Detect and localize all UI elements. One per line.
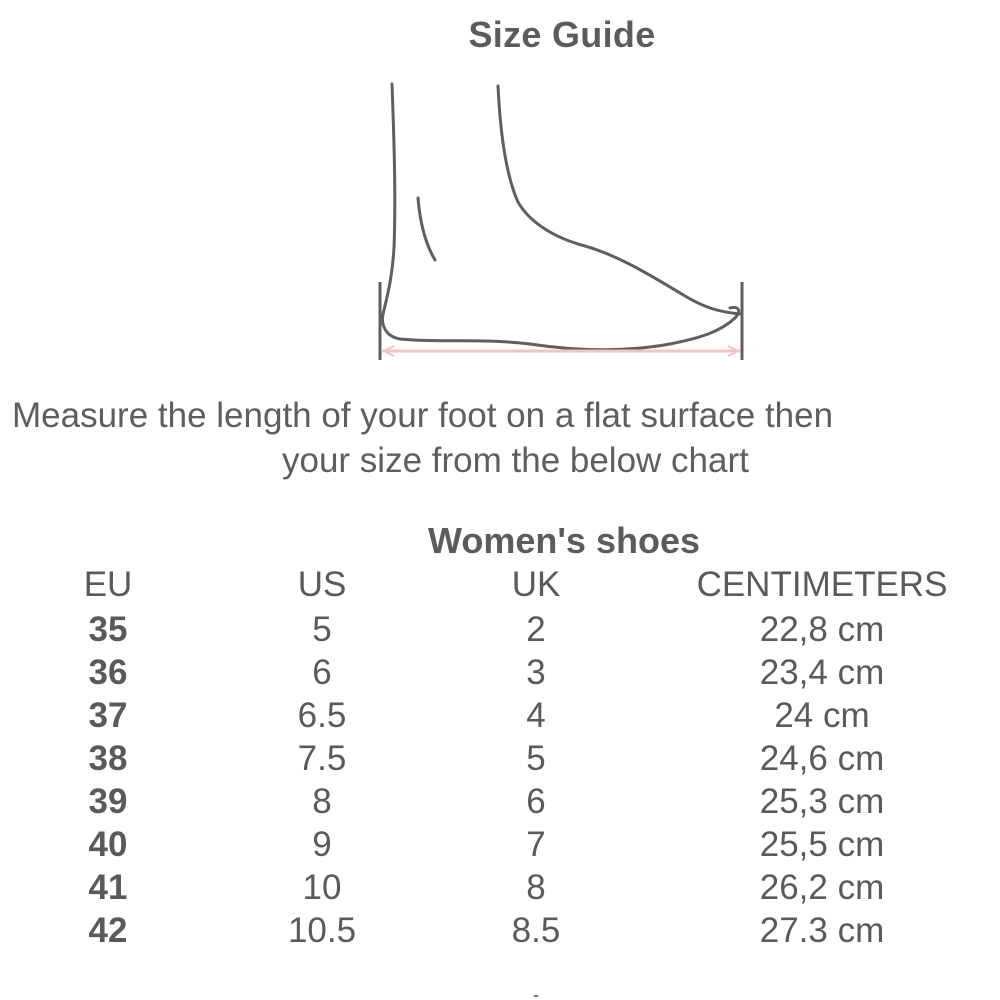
cell-us: 10.5 — [287, 911, 357, 950]
instruction-line-1: Measure the length of your foot on a fla… — [12, 396, 834, 435]
table-row: 39 8 6 25,3 cm — [0, 780, 1000, 823]
cell-uk: 8.5 — [511, 911, 561, 950]
column-header-centimeters: CENTIMETERS — [696, 565, 948, 604]
cell-uk: 8 — [526, 868, 546, 907]
table-row: 37 6.5 4 24 cm — [0, 694, 1000, 737]
cell-us: 8 — [312, 782, 332, 821]
cell-eu: 42 — [88, 911, 128, 950]
table-row: 38 7.5 5 24,6 cm — [0, 737, 1000, 780]
cell-us: 9 — [312, 825, 332, 864]
column-header-eu: EU — [83, 565, 133, 604]
table-row: 35 5 2 22,8 cm — [0, 608, 1000, 651]
cell-cm: 23,4 cm — [759, 653, 885, 692]
column-header-us: US — [297, 565, 347, 604]
foot-side-view-icon — [378, 82, 744, 360]
cell-uk: 6 — [526, 782, 546, 821]
cell-eu: 36 — [88, 653, 128, 692]
decorative-dot — [534, 995, 538, 997]
cell-cm: 25,5 cm — [759, 825, 885, 864]
table-row: 36 6 3 23,4 cm — [0, 651, 1000, 694]
section-title: Women's shoes — [428, 520, 700, 561]
cell-cm: 24 cm — [774, 696, 870, 735]
cell-uk: 7 — [526, 825, 546, 864]
size-table: EU US UK CENTIMETERS 35 5 2 22,8 cm 36 6… — [0, 562, 1000, 952]
cell-cm: 24,6 cm — [759, 739, 885, 778]
cell-eu: 41 — [88, 868, 128, 907]
instruction-line-2: your size from the below chart — [282, 441, 749, 480]
table-row: 40 9 7 25,5 cm — [0, 823, 1000, 866]
cell-eu: 38 — [88, 739, 128, 778]
cell-cm: 22,8 cm — [759, 610, 885, 649]
cell-eu: 39 — [88, 782, 128, 821]
cell-eu: 40 — [88, 825, 128, 864]
cell-us: 6 — [312, 653, 332, 692]
cell-eu: 37 — [88, 696, 128, 735]
cell-cm: 27.3 cm — [759, 911, 885, 950]
table-header-row: EU US UK CENTIMETERS — [0, 562, 1000, 608]
cell-uk: 2 — [526, 610, 546, 649]
table-row: 42 10.5 8.5 27.3 cm — [0, 909, 1000, 952]
cell-us: 10 — [302, 868, 342, 907]
cell-uk: 4 — [526, 696, 546, 735]
cell-cm: 26,2 cm — [759, 868, 885, 907]
cell-eu: 35 — [88, 610, 128, 649]
cell-uk: 5 — [526, 739, 546, 778]
cell-cm: 25,3 cm — [759, 782, 885, 821]
cell-us: 7.5 — [297, 739, 347, 778]
cell-us: 6.5 — [297, 696, 347, 735]
cell-us: 5 — [312, 610, 332, 649]
cell-uk: 3 — [526, 653, 546, 692]
page-title: Size Guide — [468, 14, 656, 55]
column-header-uk: UK — [511, 565, 561, 604]
table-row: 41 10 8 26,2 cm — [0, 866, 1000, 909]
